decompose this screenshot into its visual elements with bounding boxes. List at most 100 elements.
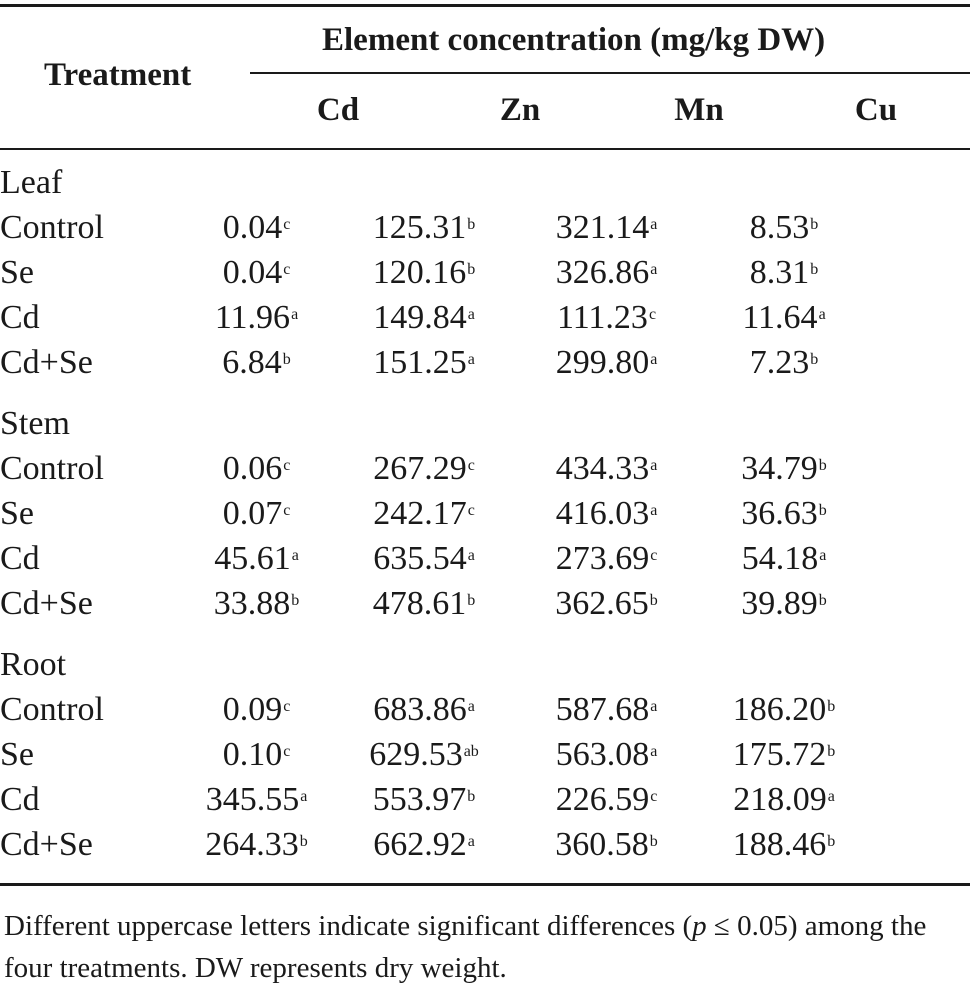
value-cell: 299.80a xyxy=(519,340,694,385)
value-number: 111.23 xyxy=(556,299,648,336)
value-number: 0.07 xyxy=(222,495,283,532)
value-cell: 587.68a xyxy=(519,687,694,732)
significance-letter: b xyxy=(827,833,836,850)
significance-letter: b xyxy=(827,698,836,715)
column-header-cd: Cd xyxy=(316,92,360,128)
significance-letter: b xyxy=(282,351,291,368)
value-number: 345.55 xyxy=(205,781,300,818)
value-number: 226.59 xyxy=(555,781,650,818)
value-number: 33.88 xyxy=(213,585,291,622)
section-label: Leaf xyxy=(0,164,63,201)
significance-letter: a xyxy=(827,788,835,805)
value-number: 416.03 xyxy=(555,495,650,532)
value-number: 54.18 xyxy=(741,540,819,577)
significance-letter: b xyxy=(649,833,658,850)
value-number: 362.65 xyxy=(555,585,649,622)
value-cell: 478.61b xyxy=(329,581,519,626)
value-number: 34.79 xyxy=(741,450,818,487)
value-number: 629.53 xyxy=(369,736,463,773)
value-cell: 629.53ab xyxy=(329,732,519,777)
value-number: 478.61 xyxy=(372,585,467,622)
value-number: 218.09 xyxy=(733,781,827,818)
significance-letter: c xyxy=(283,457,291,474)
table-row: Se 0.04c 120.16b 326.86a 8.31b xyxy=(0,250,874,295)
treatment-header: Treatment xyxy=(44,57,192,93)
significance-letter: a xyxy=(650,502,658,519)
significance-letter: a xyxy=(650,457,658,474)
value-cell: 34.79b xyxy=(694,446,874,491)
table-row: Control 0.06c 267.29c 434.33a 34.79b xyxy=(0,446,874,491)
value-cell: 120.16b xyxy=(329,250,519,295)
spacer-cell xyxy=(0,626,874,642)
section-row: Root xyxy=(0,642,874,687)
significance-letter: c xyxy=(467,457,475,474)
significance-letter: a xyxy=(650,261,658,278)
significance-letter: a xyxy=(291,306,299,323)
value-number: 120.16 xyxy=(372,254,467,291)
treatment-label: Se xyxy=(0,254,34,291)
value-cell: 683.86a xyxy=(329,687,519,732)
value-cell: 149.84a xyxy=(329,295,519,340)
significance-letter: ab xyxy=(463,743,479,760)
value-cell: 0.04c xyxy=(184,205,329,250)
significance-letter: a xyxy=(650,351,658,368)
significance-letter: c xyxy=(283,502,291,519)
significance-letter: a xyxy=(650,743,658,760)
value-cell: 6.84b xyxy=(184,340,329,385)
table-footnote: Different uppercase letters indicate sig… xyxy=(4,905,970,989)
value-number: 36.63 xyxy=(741,495,818,532)
treatment-label: Cd xyxy=(0,299,40,336)
column-header-mn: Mn xyxy=(674,92,724,128)
value-cell: 111.23c xyxy=(519,295,694,340)
table-row: Cd+Se 33.88b 478.61b 362.65b 39.89b xyxy=(0,581,874,626)
value-cell: 264.33b xyxy=(184,822,329,867)
value-number: 0.04 xyxy=(222,209,283,246)
significance-letter: a xyxy=(467,833,475,850)
value-cell: 662.92a xyxy=(329,822,519,867)
significance-letter: c xyxy=(650,788,658,805)
value-cell: 345.55a xyxy=(184,777,329,822)
significance-letter: b xyxy=(467,216,476,233)
header-bottom-rule xyxy=(0,148,970,150)
table-bottom-rule xyxy=(0,883,970,886)
value-cell: 54.18a xyxy=(694,536,874,581)
treatment-label: Se xyxy=(0,495,34,532)
value-cell: 0.10c xyxy=(184,732,329,777)
significance-letter: b xyxy=(467,788,476,805)
treatment-label: Cd+Se xyxy=(0,826,93,863)
table-row: Se 0.10c 629.53ab 563.08a 175.72b xyxy=(0,732,874,777)
value-cell: 321.14a xyxy=(519,205,694,250)
value-cell: 218.09a xyxy=(694,777,874,822)
value-number: 186.20 xyxy=(732,691,827,728)
value-number: 299.80 xyxy=(555,344,650,381)
value-number: 635.54 xyxy=(373,540,467,577)
value-cell: 188.46b xyxy=(694,822,874,867)
spacer-cell xyxy=(0,385,874,401)
significance-letter: a xyxy=(300,788,308,805)
value-number: 683.86 xyxy=(373,691,467,728)
treatment-label: Control xyxy=(0,209,104,246)
treatment-label: Cd xyxy=(0,540,40,577)
significance-letter: b xyxy=(810,216,819,233)
value-cell: 0.06c xyxy=(184,446,329,491)
significance-letter: a xyxy=(291,547,299,564)
value-number: 125.31 xyxy=(372,209,467,246)
value-number: 587.68 xyxy=(555,691,650,728)
value-cell: 563.08a xyxy=(519,732,694,777)
value-number: 175.72 xyxy=(732,736,827,773)
significance-letter: c xyxy=(283,698,291,715)
treatment-label: Cd xyxy=(0,781,40,818)
significance-letter: a xyxy=(467,351,475,368)
value-cell: 175.72b xyxy=(694,732,874,777)
value-cell: 36.63b xyxy=(694,491,874,536)
value-cell: 242.17c xyxy=(329,491,519,536)
treatment-label: Se xyxy=(0,736,34,773)
column-header-zn: Zn xyxy=(499,92,541,128)
value-cell: 45.61a xyxy=(184,536,329,581)
value-cell: 362.65b xyxy=(519,581,694,626)
value-number: 39.89 xyxy=(741,585,818,622)
significance-letter: c xyxy=(650,547,658,564)
value-number: 45.61 xyxy=(214,540,291,577)
value-cell: 11.96a xyxy=(184,295,329,340)
section-row: Stem xyxy=(0,401,874,446)
